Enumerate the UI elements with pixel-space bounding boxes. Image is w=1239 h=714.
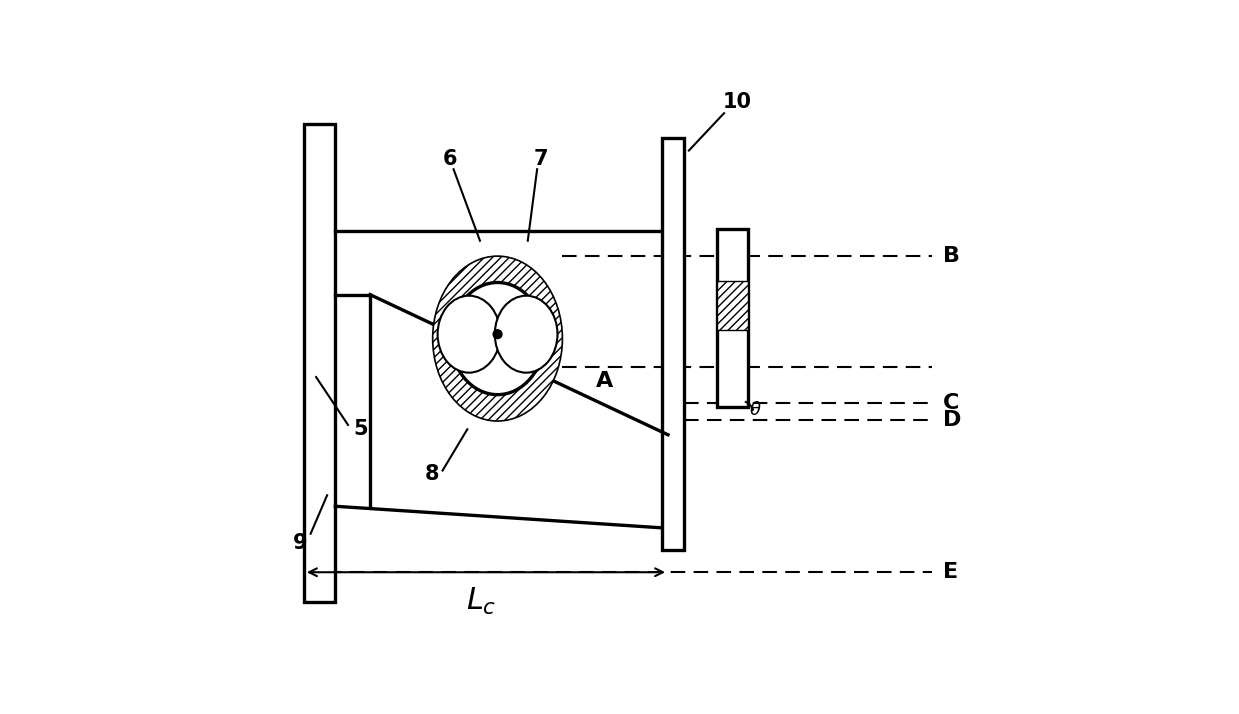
Text: D: D [943, 410, 961, 430]
Text: B: B [943, 246, 960, 266]
Text: 9: 9 [294, 533, 307, 553]
Text: A: A [596, 371, 612, 391]
Ellipse shape [494, 296, 558, 373]
Text: E: E [943, 562, 958, 582]
Circle shape [493, 330, 502, 338]
Polygon shape [717, 228, 747, 407]
Text: C: C [943, 393, 959, 413]
Polygon shape [304, 124, 336, 603]
Text: 7: 7 [533, 149, 548, 169]
Ellipse shape [432, 256, 563, 421]
Text: 10: 10 [722, 91, 752, 111]
Ellipse shape [437, 296, 501, 373]
Text: 5: 5 [353, 419, 368, 439]
Text: $\theta$: $\theta$ [750, 401, 762, 419]
Text: $\mathbf{\mathit{L_c}}$: $\mathbf{\mathit{L_c}}$ [466, 585, 497, 617]
Polygon shape [663, 138, 684, 550]
Text: 6: 6 [442, 149, 457, 169]
Bar [717, 281, 747, 331]
Text: 8: 8 [425, 464, 440, 484]
Ellipse shape [451, 283, 544, 395]
